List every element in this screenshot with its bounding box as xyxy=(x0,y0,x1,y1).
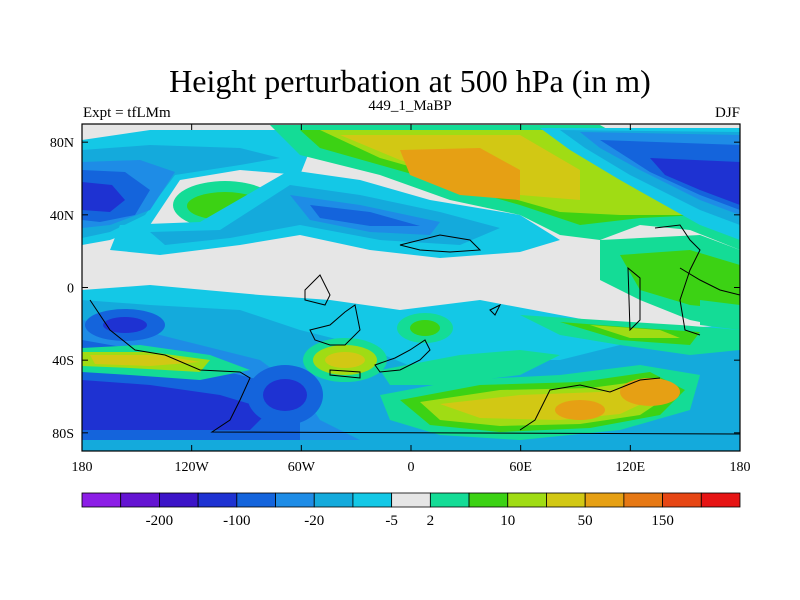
colorbar-swatch xyxy=(429,492,470,508)
x-tick-label: 180 xyxy=(730,460,751,475)
subtitle-left: Expt = tfLMm xyxy=(83,105,171,121)
contour-east-asia-negative xyxy=(540,128,740,240)
colorbar-swatch xyxy=(236,492,276,508)
x-tick-label: 180 xyxy=(72,460,93,475)
y-tick-label: 0 xyxy=(67,282,74,297)
y-axis: 80N 40N 0 40S 80S xyxy=(50,136,740,442)
x-tick-label: 60E xyxy=(509,460,532,475)
contour-sw-pacific-positive xyxy=(520,300,740,355)
x-tick-label: 120W xyxy=(175,460,210,475)
colorbar-label: 50 xyxy=(578,513,593,529)
colorbar-swatch xyxy=(275,492,315,508)
colorbar-swatch xyxy=(352,492,393,508)
colorbar-swatch xyxy=(623,492,663,508)
colorbar-swatch xyxy=(468,492,509,508)
colorbar-swatch xyxy=(700,492,741,508)
colorbar-swatch xyxy=(159,492,199,508)
y-tick-label: 40N xyxy=(50,209,74,224)
colorbar-label: -20 xyxy=(304,513,324,529)
colorbar-swatch xyxy=(120,492,160,508)
x-axis: 180 120W 60W 0 60E 120E 180 xyxy=(72,124,751,475)
subtitle-right: DJF xyxy=(715,105,740,121)
subtitle-center: 449_1_MaBP xyxy=(368,98,451,114)
x-tick-label: 0 xyxy=(408,460,415,475)
colorbar-label: 10 xyxy=(500,513,515,529)
colorbar-label: 2 xyxy=(427,513,435,529)
x-tick-label: 120E xyxy=(616,460,646,475)
colorbar-label: -5 xyxy=(385,513,398,529)
map-field xyxy=(82,124,740,451)
colorbar-swatch xyxy=(197,492,238,508)
colorbar-label: -100 xyxy=(223,513,251,529)
colorbar-swatch xyxy=(81,492,122,508)
chart-title: Height perturbation at 500 hPa (in m) xyxy=(169,63,651,99)
colorbar-swatch xyxy=(546,492,586,508)
colorbar-swatch xyxy=(313,492,354,508)
colorbar-swatch xyxy=(391,492,431,508)
colorbar-swatch xyxy=(584,492,625,508)
colorbar-label: -200 xyxy=(146,513,174,529)
y-tick-label: 40S xyxy=(52,354,74,369)
colorbar: -200 -100 -20 -5 2 10 50 150 xyxy=(81,492,741,529)
colorbar-swatch xyxy=(507,492,547,508)
x-tick-label: 60W xyxy=(288,460,316,475)
contour-north-west-negative xyxy=(82,130,310,245)
colorbar-swatch xyxy=(662,492,702,508)
contour-south-pacific-low xyxy=(85,309,323,425)
colorbar-label: 150 xyxy=(651,513,674,529)
coastlines xyxy=(89,224,740,435)
y-tick-label: 80N xyxy=(50,136,74,151)
contour-south-atlantic-positive xyxy=(380,313,560,385)
y-tick-label: 80S xyxy=(52,427,74,442)
contour-south-america-positive xyxy=(82,338,387,382)
